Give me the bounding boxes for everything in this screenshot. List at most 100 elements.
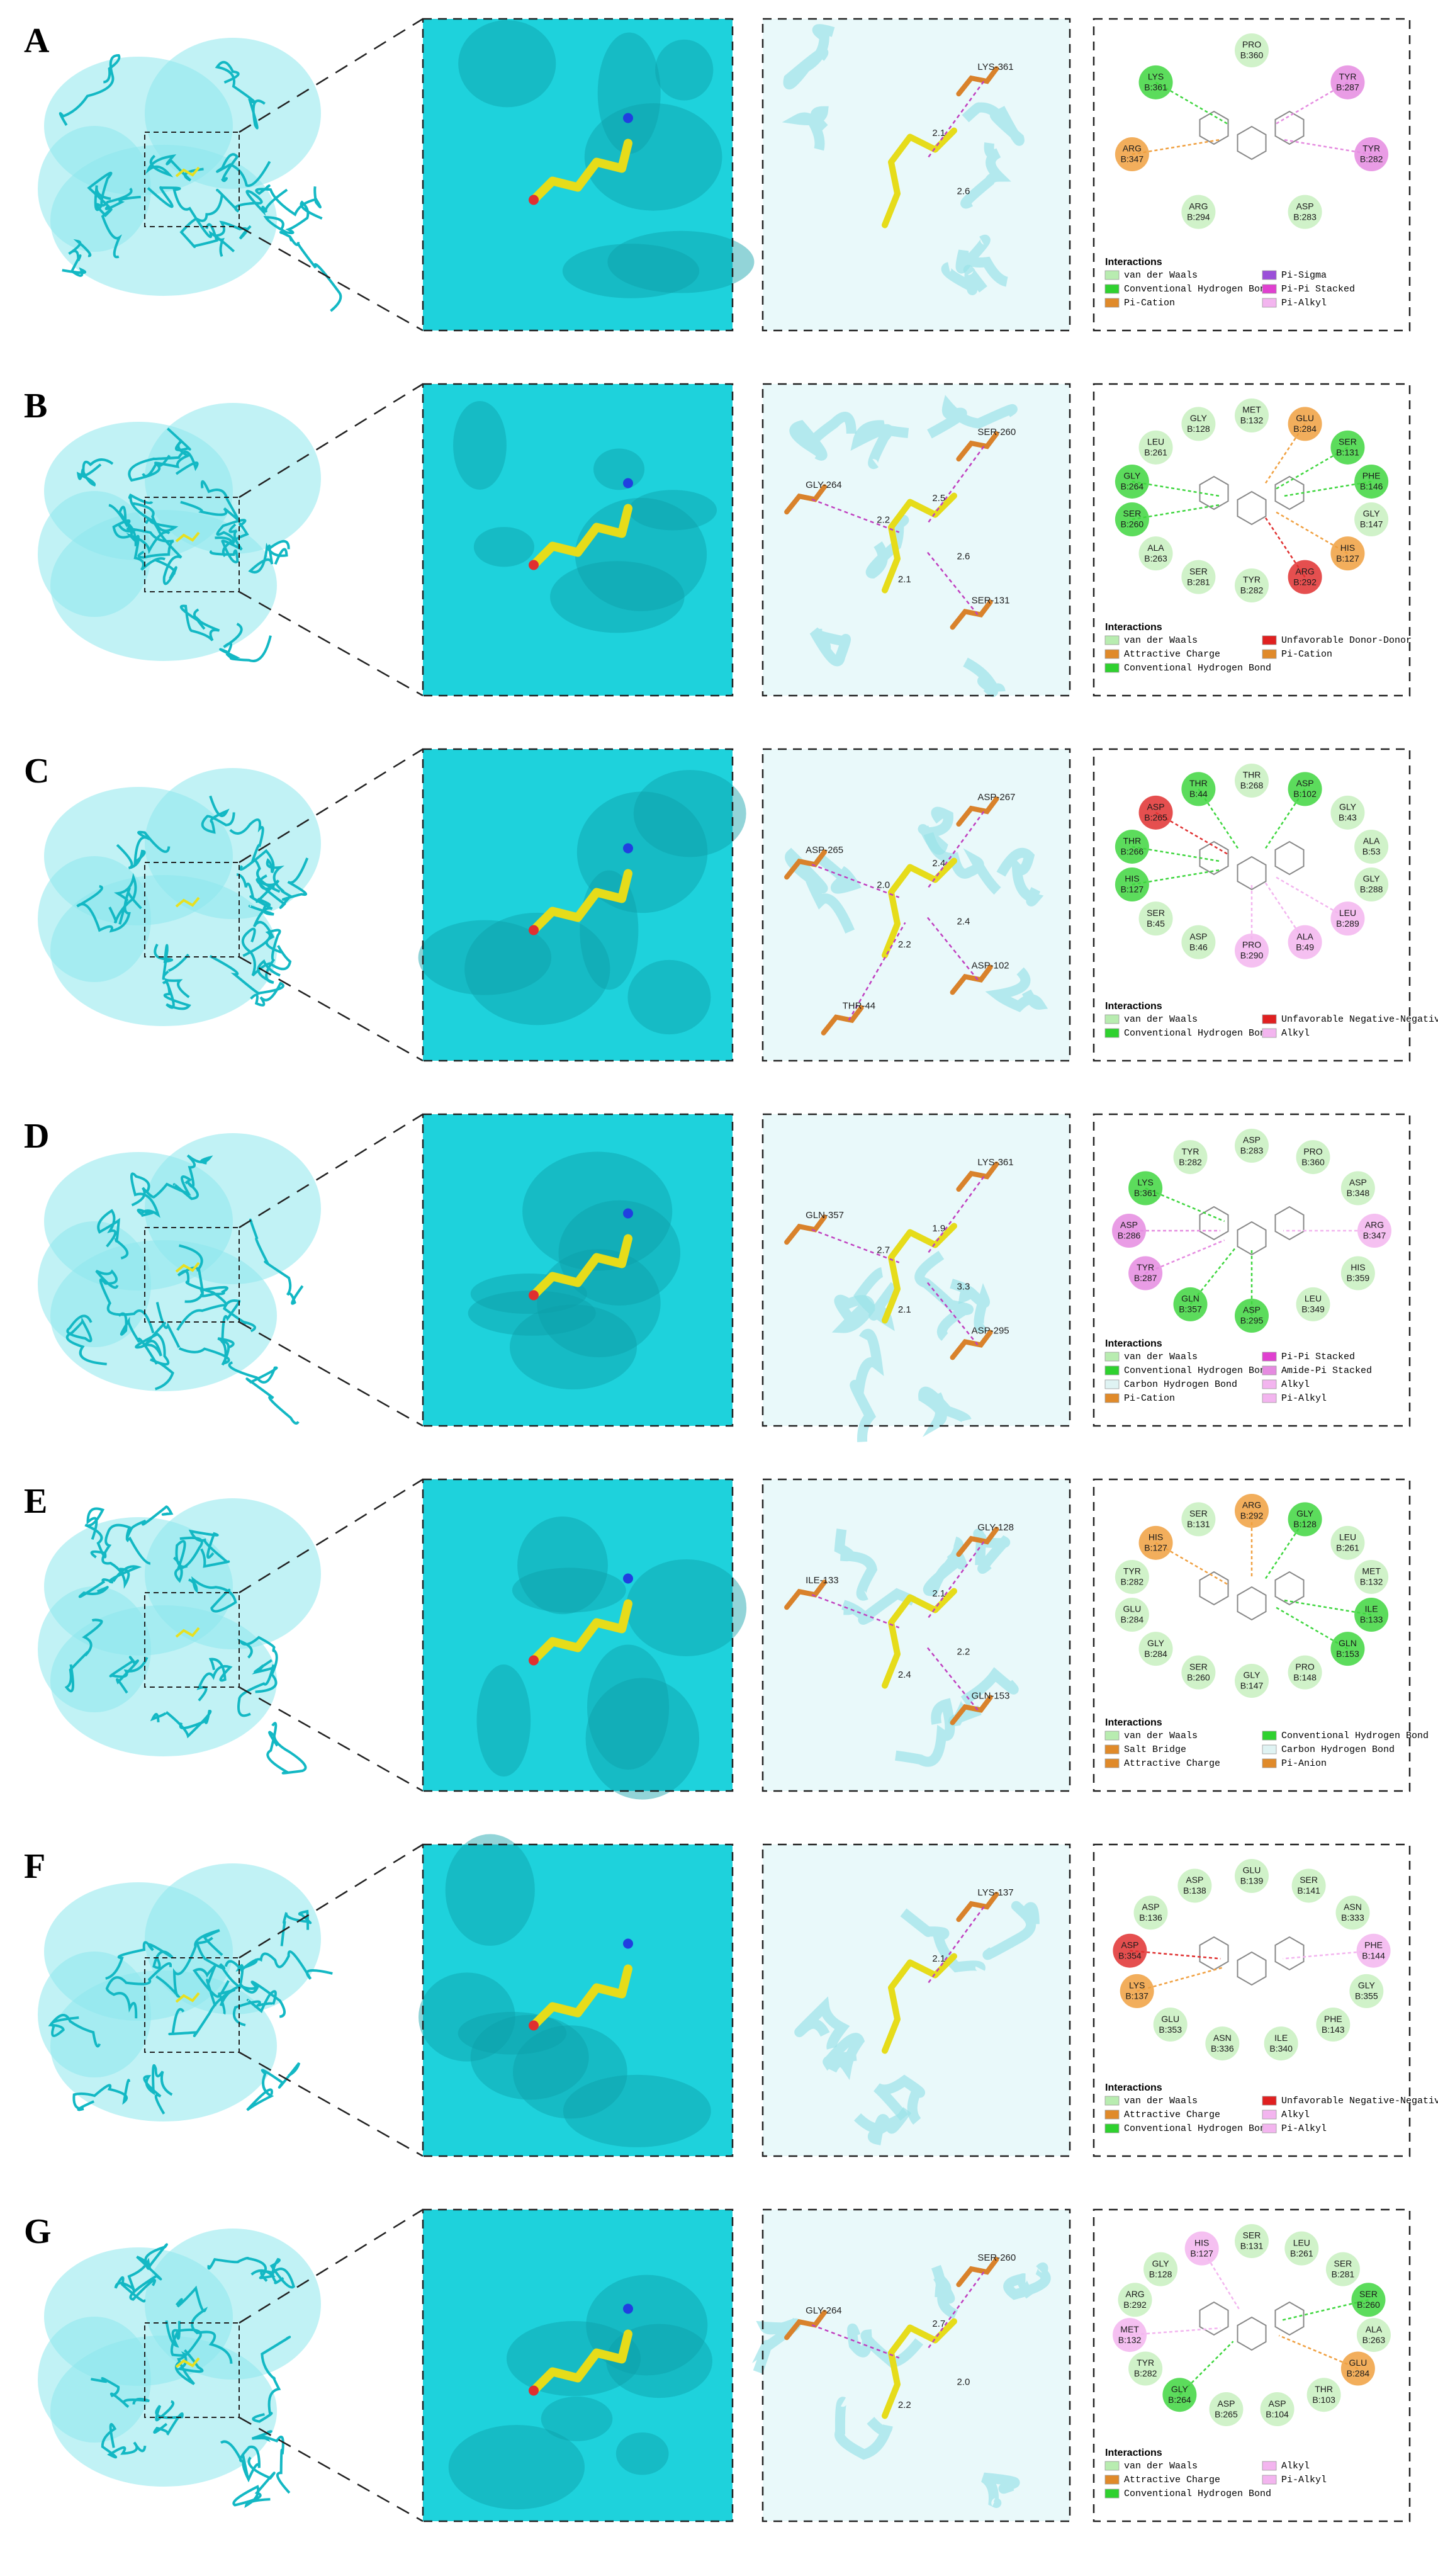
protein-ribbon [76, 458, 114, 487]
residue-node [1288, 1502, 1322, 1537]
residue-chain: B:263 [1362, 2335, 1386, 2345]
surface-pocket [470, 2014, 589, 2100]
distance-label: 2.0 [877, 879, 890, 890]
legend-swatch [1104, 1744, 1120, 1754]
ribbon-3d [980, 2472, 1020, 2509]
residue-name: SER [1189, 1508, 1208, 1518]
legend-swatch [1104, 1014, 1120, 1024]
residue-chain: B:360 [1301, 1157, 1325, 1167]
residue-node [1330, 65, 1365, 99]
protein-ribbon [135, 1321, 170, 1366]
interaction-line [1137, 1967, 1223, 1992]
residue-sticks [784, 2310, 828, 2341]
ribbon-3d [782, 106, 829, 151]
residue-chain: B:283 [1240, 1146, 1264, 1156]
residue-chain: B:355 [1355, 1991, 1378, 2001]
residue-node [1120, 1974, 1154, 2008]
protein-ribbon [105, 1962, 172, 2019]
residue-chain: B:347 [1363, 1231, 1386, 1241]
zoom-connector [239, 383, 424, 499]
ribbons-3d [752, 2262, 1051, 2509]
residue-name: MET [1362, 1566, 1381, 1576]
legend-swatch [1262, 298, 1277, 308]
surface-pocket [468, 1291, 596, 1336]
residue-chain: B:287 [1336, 82, 1359, 93]
residue-sticks [950, 964, 993, 995]
nitrogen-atom [623, 2303, 633, 2314]
residue-sticks [956, 1161, 999, 1192]
residue-label-3d: LYS-137 [977, 1887, 1013, 1898]
legend-swatch [1104, 284, 1120, 294]
distance-label: 2.1 [932, 1588, 945, 1599]
residue-chain: B:333 [1341, 1912, 1364, 1923]
residue-node [1291, 1868, 1326, 1903]
ligand-sticks [529, 138, 632, 205]
residue-chain: B:349 [1301, 1304, 1325, 1314]
residue-chain: B:292 [1123, 2300, 1147, 2310]
panel-frame [761, 1478, 1071, 1792]
ligand-overview [175, 531, 200, 543]
residue-sticks [956, 431, 999, 462]
residue-name: PRO [1295, 1661, 1314, 1671]
residue-node [1288, 560, 1322, 594]
residue-node [1138, 430, 1173, 465]
residue-name: GLY [1147, 1638, 1165, 1648]
residue-name: ASP [1121, 1940, 1138, 1950]
surface-pocket [586, 2274, 708, 2376]
legend-text: Conventional Hydrogen Bond [1124, 663, 1271, 674]
residue-name: ALA [1147, 543, 1164, 553]
panel-frame [1093, 1843, 1411, 2157]
ligand-ring [1199, 475, 1229, 511]
residue-node [1181, 1655, 1216, 1690]
residue-name: MET [1242, 405, 1261, 415]
residue-chain: B:138 [1183, 1885, 1206, 1895]
protein-ribbon [143, 2064, 173, 2115]
residue-label-3d: GLY-264 [806, 480, 842, 490]
residue-label-3d: ASP-102 [972, 960, 1009, 971]
residue-node [1330, 1632, 1365, 1666]
protein-ribbon [263, 200, 323, 235]
legend-swatch [1104, 2096, 1120, 2106]
residue-chain: B:289 [1336, 918, 1359, 929]
residue-name: ASP [1243, 1305, 1261, 1315]
protein-ribbon [179, 604, 220, 641]
panel-letter: A [24, 21, 50, 60]
distance-label: 2.1 [932, 1953, 945, 1964]
protein-ribbon [109, 1656, 149, 1694]
legend-swatch [1262, 1379, 1277, 1389]
residue-name: PRO [1242, 940, 1261, 950]
residue-node [1354, 502, 1389, 537]
protein-ribbon [255, 184, 322, 217]
residue-name: GLU [1243, 1865, 1261, 1875]
surface-shading [476, 1516, 747, 1800]
residue-chain: B:131 [1240, 2241, 1264, 2251]
ligand-ring [1237, 2316, 1267, 2351]
legend-text: van der Waals [1124, 1352, 1198, 1362]
protein-ribbon [173, 1536, 203, 1583]
residue-label-3d: SER-260 [977, 427, 1016, 438]
residue-name: GLY [1171, 2384, 1189, 2394]
legend-swatch [1262, 2096, 1277, 2106]
protein-ribbon [150, 1710, 212, 1739]
residue-node [1115, 829, 1149, 864]
protein-ribbon [64, 1618, 103, 1693]
ligand-ring [1237, 1586, 1267, 1621]
ligand-overview [175, 1627, 200, 1638]
residue-node [1173, 1287, 1208, 1321]
legend-text: Pi-Cation [1124, 298, 1175, 308]
legend-swatch [1262, 1758, 1277, 1768]
residue-name: TYR [1362, 144, 1380, 154]
residue-chain: B:45 [1147, 918, 1165, 929]
distance-label: 2.4 [898, 1669, 911, 1680]
residue-node [1235, 1859, 1269, 1893]
protein-ribbon [201, 795, 235, 834]
zoom-region [144, 862, 240, 958]
interaction-line [1132, 845, 1222, 862]
residue-chain: B:265 [1144, 813, 1167, 823]
ribbon-3d [789, 412, 857, 461]
surface-shading [448, 2274, 713, 2510]
residue-node [1325, 2252, 1360, 2286]
ligand-ring [1199, 110, 1229, 145]
residue-chain: B:147 [1360, 519, 1383, 529]
hbond-line [926, 2271, 985, 2350]
